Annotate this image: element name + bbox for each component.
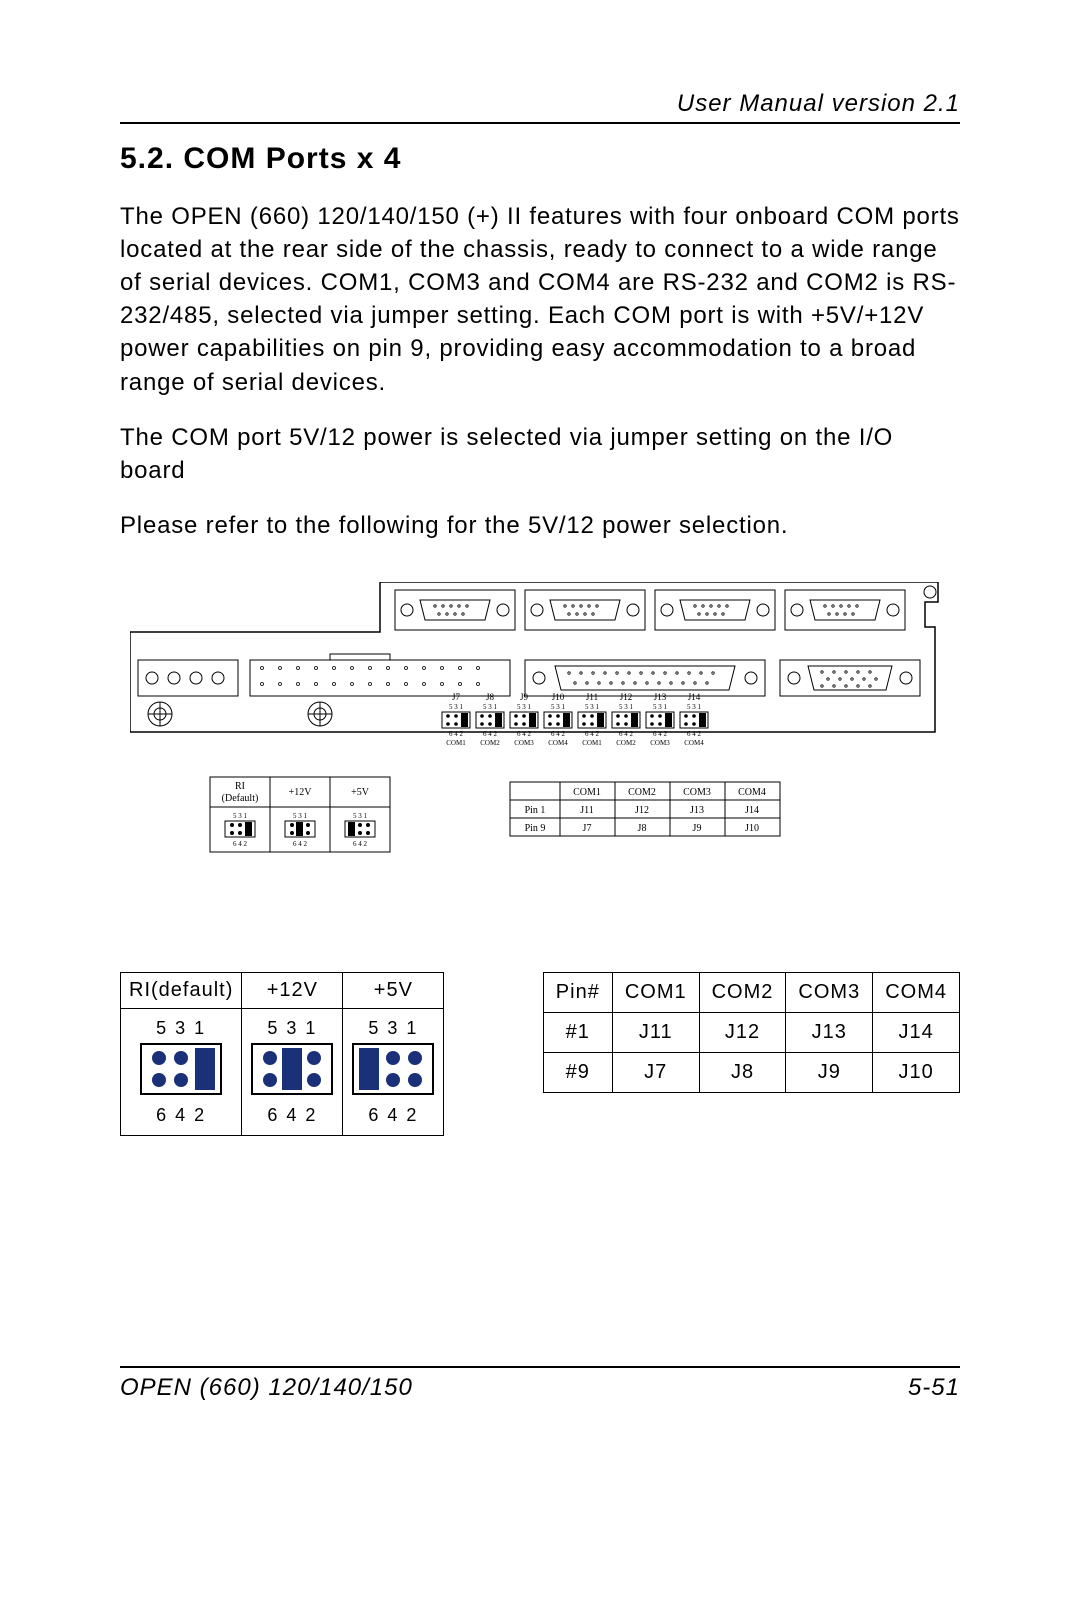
page-header: User Manual version 2.1 (120, 90, 960, 124)
svg-text:J7: J7 (452, 692, 461, 702)
svg-text:5 3 1: 5 3 1 (483, 703, 498, 711)
svg-text:+12V: +12V (289, 787, 313, 798)
svg-text:Pin 9: Pin 9 (525, 823, 546, 834)
jumper-header-12v: +12V (242, 972, 343, 1008)
svg-text:J8: J8 (638, 823, 647, 834)
svg-text:5 3 1: 5 3 1 (517, 703, 532, 711)
svg-text:5 3 1: 5 3 1 (449, 703, 464, 711)
svg-text:COM1: COM1 (446, 739, 466, 747)
pin-col-4: COM4 (873, 972, 960, 1012)
svg-text:J11: J11 (580, 805, 594, 816)
jumper-cell-12v: 5 3 1 6 4 2 (242, 1008, 343, 1135)
svg-text:J9: J9 (520, 692, 529, 702)
svg-text:COM1: COM1 (582, 739, 602, 747)
svg-text:COM3: COM3 (650, 739, 670, 747)
svg-text:J14: J14 (688, 692, 701, 702)
svg-text:COM3: COM3 (514, 739, 534, 747)
pin-col-1: COM1 (612, 972, 699, 1012)
svg-text:6 4 2: 6 4 2 (653, 730, 668, 738)
svg-text:5 3 1: 5 3 1 (353, 812, 368, 820)
svg-text:COM4: COM4 (548, 739, 568, 747)
svg-text:COM1: COM1 (573, 787, 601, 798)
svg-text:COM2: COM2 (628, 787, 656, 798)
section-heading: 5.2. COM Ports x 4 (120, 142, 960, 176)
jumper-cell-ri: 5 3 1 6 4 2 (121, 1008, 242, 1135)
paragraph-2: The COM port 5V/12 power is selected via… (120, 421, 960, 487)
svg-text:5 3 1: 5 3 1 (233, 812, 248, 820)
table-row: #9 J7 J8 J9 J10 (543, 1052, 959, 1092)
svg-text:6 4 2: 6 4 2 (619, 730, 634, 738)
page-footer: OPEN (660) 120/140/150 5-51 (120, 1366, 960, 1402)
svg-text:6 4 2: 6 4 2 (517, 730, 532, 738)
svg-text:6 4 2: 6 4 2 (483, 730, 498, 738)
pin-col-3: COM3 (786, 972, 873, 1012)
svg-text:J7: J7 (583, 823, 592, 834)
jumper-cell-5v: 5 3 1 6 4 2 (343, 1008, 444, 1135)
svg-text:5 3 1: 5 3 1 (585, 703, 600, 711)
jumper-icon-12v (250, 1042, 334, 1096)
pin-col-2: COM2 (699, 972, 786, 1012)
svg-text:J11: J11 (586, 692, 598, 702)
svg-text:COM2: COM2 (616, 739, 636, 747)
jumper-header-ri: RI(default) (121, 972, 242, 1008)
svg-text:6 4 2: 6 4 2 (585, 730, 600, 738)
svg-text:6 4 2: 6 4 2 (687, 730, 702, 738)
svg-text:COM4: COM4 (738, 787, 766, 798)
svg-text:6 4 2: 6 4 2 (551, 730, 566, 738)
svg-text:Pin 1: Pin 1 (525, 805, 546, 816)
svg-text:J8: J8 (486, 692, 495, 702)
table-row: #1 J11 J12 J13 J14 (543, 1012, 959, 1052)
svg-text:5 3 1: 5 3 1 (653, 703, 668, 711)
footer-left: OPEN (660) 120/140/150 (120, 1374, 413, 1402)
jumper-header-5v: +5V (343, 972, 444, 1008)
jumper-selection-table: RI(default) +12V +5V 5 3 1 6 4 2 5 (120, 972, 444, 1136)
svg-text:5 3 1: 5 3 1 (293, 812, 308, 820)
paragraph-1: The OPEN (660) 120/140/150 (+) II featur… (120, 200, 960, 399)
svg-text:5 3 1: 5 3 1 (551, 703, 566, 711)
pin-col-0: Pin# (543, 972, 612, 1012)
svg-text:+5V: +5V (351, 787, 370, 798)
paragraph-3: Please refer to the following for the 5V… (120, 509, 960, 542)
svg-text:J10: J10 (745, 823, 759, 834)
svg-text:J13: J13 (690, 805, 704, 816)
jumper-icon-5v (351, 1042, 435, 1096)
svg-text:J13: J13 (654, 692, 667, 702)
svg-text:5 3 1: 5 3 1 (619, 703, 634, 711)
pin-label-bot: 6 4 2 (129, 1105, 233, 1126)
svg-text:RI: RI (235, 781, 245, 792)
svg-text:J12: J12 (620, 692, 633, 702)
svg-text:COM4: COM4 (684, 739, 704, 747)
page: User Manual version 2.1 5.2. COM Ports x… (0, 0, 1080, 1462)
svg-text:J9: J9 (693, 823, 702, 834)
svg-text:(Default): (Default) (222, 793, 259, 804)
svg-text:J14: J14 (745, 805, 759, 816)
svg-text:6 4 2: 6 4 2 (293, 840, 308, 848)
svg-text:5 3 1: 5 3 1 (687, 703, 702, 711)
jumper-icon-ri (139, 1042, 223, 1096)
svg-text:COM2: COM2 (480, 739, 500, 747)
svg-text:J12: J12 (635, 805, 649, 816)
io-board-diagram: J75 3 16 4 2COM1J85 3 16 4 2COM2J95 3 16… (120, 582, 960, 912)
svg-text:6 4 2: 6 4 2 (233, 840, 248, 848)
svg-text:6 4 2: 6 4 2 (449, 730, 464, 738)
svg-text:COM3: COM3 (683, 787, 711, 798)
bottom-row: RI(default) +12V +5V 5 3 1 6 4 2 5 (120, 972, 960, 1136)
svg-text:6 4 2: 6 4 2 (353, 840, 368, 848)
pin-mapping-table: Pin# COM1 COM2 COM3 COM4 #1 J11 J12 J13 … (543, 972, 960, 1093)
footer-right: 5-51 (908, 1374, 960, 1402)
svg-text:J10: J10 (552, 692, 565, 702)
pin-label-top: 5 3 1 (129, 1018, 233, 1039)
